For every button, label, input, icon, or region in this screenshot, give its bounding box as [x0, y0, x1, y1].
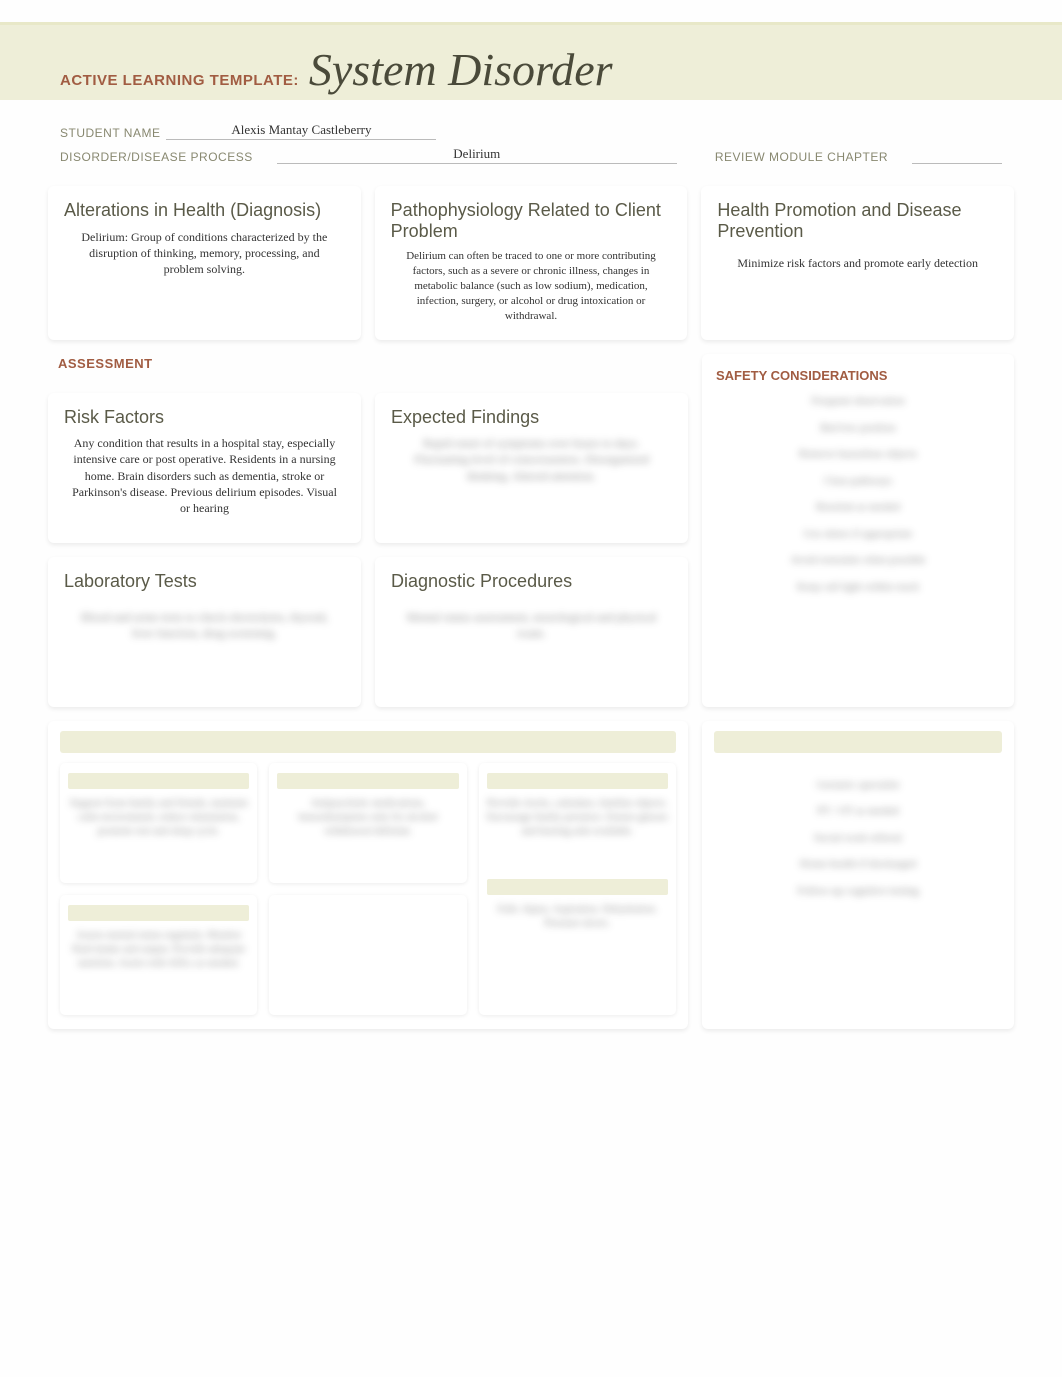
findings-title: Expected Findings [391, 407, 672, 428]
safety-item: Keep call light within reach [716, 579, 1000, 596]
pcc-cell-text: Provide clocks, calendars, familiar obje… [487, 797, 668, 840]
template-prefix: ACTIVE LEARNING TEMPLATE: [60, 72, 299, 89]
pcc-cell: Antipsychotic medications, benzodiazepin… [269, 763, 466, 883]
safety-item: Reorient as needed [716, 499, 1000, 516]
labs-title: Laboratory Tests [64, 571, 345, 592]
safety-item: Frequent observation [716, 393, 1000, 410]
pcc-cell: Support from family and friends, maintai… [60, 763, 257, 883]
risk-box: Risk Factors Any condition that results … [48, 393, 361, 543]
meta-section: STUDENT NAME Alexis Mantay Castleberry D… [0, 100, 1062, 174]
risk-text: Any condition that results in a hospital… [64, 435, 345, 516]
pcc-cell-text: Support from family and friends, maintai… [68, 797, 249, 840]
disorder-value: Delirium [277, 146, 677, 164]
pcc-cell: Provide clocks, calendars, familiar obje… [479, 763, 676, 1015]
labs-box: Laboratory Tests Blood and urine tests t… [48, 557, 361, 707]
alterations-text: Delirium: Group of conditions characteri… [64, 229, 345, 278]
alterations-box: Alterations in Health (Diagnosis) Deliri… [48, 186, 361, 340]
findings-box: Expected Findings Rapid onset of symptom… [375, 393, 688, 543]
template-title: System Disorder [309, 44, 613, 95]
top-row: Alterations in Health (Diagnosis) Deliri… [48, 186, 1014, 340]
chapter-value [912, 162, 1002, 164]
pcc-cell-band [68, 773, 249, 789]
labs-text: Blood and urine tests to check electroly… [64, 609, 345, 641]
safety-item: Clear pathways [716, 473, 1000, 490]
risk-title: Risk Factors [64, 407, 345, 428]
promo-text: Minimize risk factors and promote early … [717, 255, 998, 271]
patho-title: Pathophysiology Related to Client Proble… [391, 200, 672, 241]
student-label: STUDENT NAME [60, 126, 160, 140]
care-list: Geriatric specialist PT / OT as needed S… [714, 777, 1002, 900]
pcc-cell-band [68, 905, 249, 921]
care-item: Social work referral [714, 830, 1002, 847]
student-value: Alexis Mantay Castleberry [166, 122, 436, 140]
safety-title: SAFETY CONSIDERATIONS [716, 368, 1000, 384]
safety-list: Frequent observation Bed low position Re… [716, 393, 1000, 595]
care-item: Follow-up cognitive testing [714, 883, 1002, 900]
header-band: ACTIVE LEARNING TEMPLATE: System Disorde… [0, 22, 1062, 100]
safety-item: Avoid restraints when possible [716, 552, 1000, 569]
care-item: Home health if discharged [714, 856, 1002, 873]
alterations-title: Alterations in Health (Diagnosis) [64, 200, 345, 221]
safety-item: Use sitters if appropriate [716, 526, 1000, 543]
pcc-cell-band [487, 879, 668, 895]
pcc-right-band [714, 731, 1002, 753]
safety-box: SAFETY CONSIDERATIONS Frequent observati… [702, 354, 1014, 707]
safety-item: Bed low position [716, 420, 1000, 437]
assessment-label: ASSESSMENT [58, 356, 688, 371]
patho-text: Delirium can often be traced to one or m… [391, 249, 672, 323]
pcc-left: Support from family and friends, maintai… [48, 721, 688, 1029]
pcc-cell-band [487, 773, 668, 789]
disorder-label: DISORDER/DISEASE PROCESS [60, 150, 253, 164]
diag-text: Mental status assessment, neurological a… [391, 609, 672, 641]
assessment-row: ASSESSMENT Risk Factors Any condition th… [48, 354, 1014, 707]
pcc-right: Geriatric specialist PT / OT as needed S… [702, 721, 1014, 1029]
pcc-row: Support from family and friends, maintai… [48, 721, 1014, 1029]
care-item: Geriatric specialist [714, 777, 1002, 794]
care-item: PT / OT as needed [714, 803, 1002, 820]
diag-box: Diagnostic Procedures Mental status asse… [375, 557, 688, 707]
patho-box: Pathophysiology Related to Client Proble… [375, 186, 688, 340]
safety-item: Remove hazardous objects [716, 446, 1000, 463]
pcc-header-band [60, 731, 676, 753]
pcc-cell: Assess mental status regularly. Monitor … [60, 895, 257, 1015]
promo-title: Health Promotion and Disease Prevention [717, 200, 998, 241]
findings-text: Rapid onset of symptoms over hours to da… [391, 435, 672, 484]
diag-title: Diagnostic Procedures [391, 571, 672, 592]
pcc-cell-text: Antipsychotic medications, benzodiazepin… [277, 797, 458, 840]
promo-box: Health Promotion and Disease Prevention … [701, 186, 1014, 340]
pcc-cell-text: Assess mental status regularly. Monitor … [68, 929, 249, 972]
pcc-cell-band [277, 773, 458, 789]
pcc-cell [269, 895, 466, 1015]
pcc-cell-text: Falls. Injury. Aspiration. Dehydration. … [487, 903, 668, 931]
chapter-label: REVIEW MODULE CHAPTER [715, 150, 888, 164]
